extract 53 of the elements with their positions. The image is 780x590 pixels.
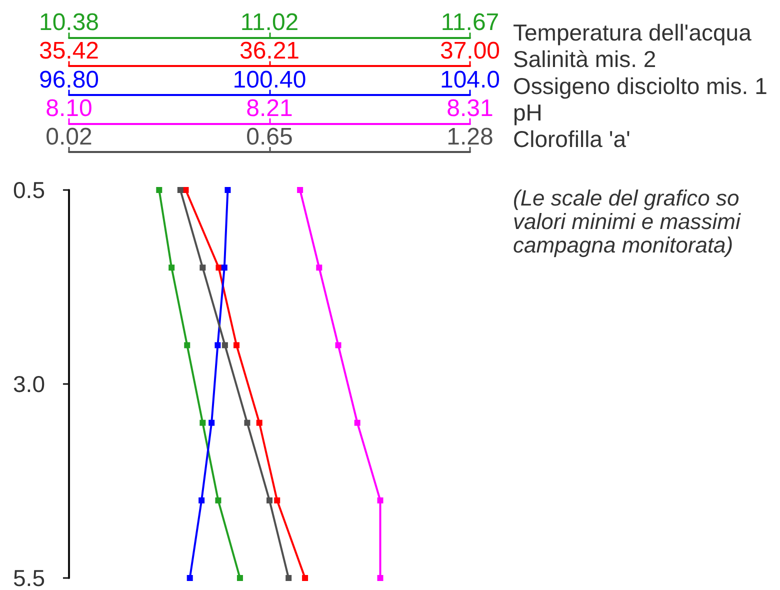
x-tick-label: 11.02	[240, 9, 299, 36]
point	[200, 420, 206, 426]
point	[224, 187, 231, 193]
point	[222, 342, 228, 348]
text: (Le scale del grafico so valori minimi e massimi campagna monitorata)	[513, 185, 742, 258]
point	[266, 497, 272, 504]
x-tick-label: 96.80	[38, 66, 100, 94]
x-tick-label: 8.10	[46, 94, 92, 122]
point	[236, 575, 243, 581]
x-tick-label: 100.40	[232, 66, 306, 94]
point	[377, 497, 384, 504]
x-tick-label: 10.38	[38, 9, 100, 36]
text: Salinità mis. 2	[513, 46, 656, 72]
text: Ossigeno disciolto mis. 1	[513, 72, 768, 99]
x-tick-label: 1.28	[446, 124, 494, 150]
point	[208, 420, 215, 426]
point	[198, 497, 205, 504]
text: pH	[513, 99, 542, 126]
point	[286, 575, 292, 581]
x-tick-label: 0.02	[46, 124, 92, 150]
point	[214, 342, 221, 348]
x-tick-label: 11.67	[440, 9, 500, 36]
point	[216, 264, 222, 271]
text: Clorofilla 'a'	[513, 126, 630, 152]
text: Temperatura dell'acqua	[513, 19, 752, 46]
point	[168, 264, 175, 271]
y-tick-label: 3.0	[13, 371, 45, 397]
point	[302, 575, 308, 581]
point	[244, 420, 250, 426]
x-tick-label: 37.00	[440, 38, 500, 65]
point	[354, 420, 360, 426]
point	[215, 497, 222, 504]
point	[335, 342, 342, 348]
point	[184, 342, 190, 348]
x-tick-label: 8.21	[246, 94, 293, 122]
point	[200, 264, 206, 271]
x-tick-label: 36.21	[239, 38, 300, 65]
point	[297, 187, 304, 193]
point	[316, 264, 322, 271]
x-tick-label: 8.31	[446, 94, 494, 122]
point	[177, 187, 184, 193]
x-tick-label: 0.65	[246, 124, 293, 150]
y-tick-label: 0.5	[13, 177, 45, 203]
point	[234, 342, 240, 348]
point	[221, 264, 228, 271]
point	[377, 575, 384, 581]
x-tick-label: 104.0	[440, 66, 500, 94]
point	[156, 187, 162, 193]
point	[256, 420, 262, 426]
point	[186, 575, 193, 581]
point	[274, 497, 280, 504]
x-tick-label: 35.42	[38, 38, 100, 65]
y-tick-label: 5.5	[13, 565, 45, 590]
